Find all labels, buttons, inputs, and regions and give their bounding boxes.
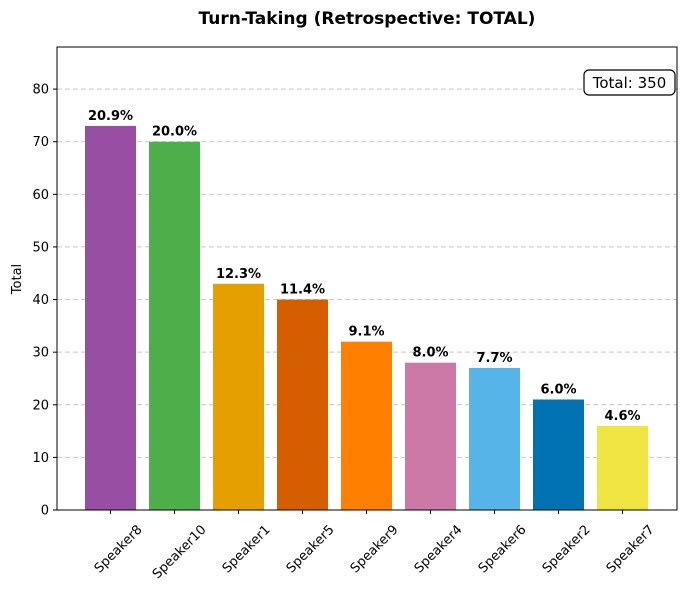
x-tick-label: Speaker7 [604,522,658,576]
total-text: Total: 350 [592,74,666,92]
bar-speaker1 [213,283,264,510]
data-label-speaker7: 4.6% [604,409,640,424]
x-axis: Speaker8 Speaker10 Speaker1 Speaker5 Speaker… [92,510,658,582]
data-label-speaker8: 20.9% [88,109,133,124]
bar-speaker2 [533,399,584,510]
bar-speaker10 [149,141,200,511]
data-label-speaker1: 12.3% [216,267,261,282]
bar-speaker5 [277,299,328,510]
x-tick-label: Speaker1 [220,522,274,576]
y-tick-label: 50 [32,240,49,255]
x-tick-label: Speaker8 [92,522,146,576]
data-label-speaker6: 7.7% [476,351,512,366]
y-tick-label: 70 [32,135,49,150]
data-label-speaker10: 20.0% [152,125,197,140]
total-box [583,69,676,96]
data-label-speaker5: 11.4% [280,283,325,298]
y-tick-label: 20 [32,398,49,413]
bar-speaker4 [405,362,456,510]
x-tick-label: Speaker9 [348,522,402,576]
y-tick-label: 10 [32,451,49,466]
y-tick-label: 80 [32,83,49,98]
bar-speaker7 [597,425,648,510]
y-tick-label: 60 [32,188,49,203]
data-label-speaker2: 6.0% [540,383,576,398]
data-label-speaker9: 9.1% [348,325,384,340]
y-tick-label: 0 [41,504,49,519]
bar-speaker6 [469,367,520,510]
x-tick-label: Speaker6 [476,522,530,576]
data-label-speaker4: 8.0% [412,346,448,361]
x-tick-label: Speaker4 [412,522,466,576]
bar-speaker9 [341,341,392,510]
total-annotation: Total: 350 [583,69,676,96]
chart-title: Turn-Taking (Retrospective: TOTAL) [199,9,536,29]
x-tick-label: Speaker10 [150,522,210,582]
x-tick-label: Speaker5 [284,522,338,576]
data-labels: 20.9% 20.0% 12.3% 11.4% 9.1% 8.0% 7.7% 6.0% 4.6% [88,109,641,424]
y-tick-label: 40 [32,293,49,308]
x-tick-label: Speaker2 [540,522,594,576]
bars [85,125,648,511]
y-tick-label: 30 [32,346,49,361]
bar-speaker8 [85,125,136,510]
y-axis: 0 10 20 30 40 50 60 70 80 [32,83,57,519]
y-axis-label: Total [10,264,25,295]
